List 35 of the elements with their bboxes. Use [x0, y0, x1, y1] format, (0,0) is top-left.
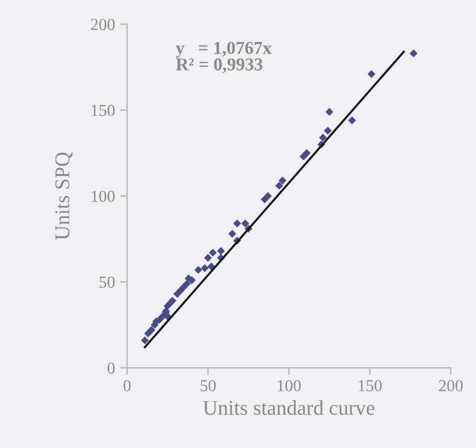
point [207, 262, 216, 270]
point [241, 220, 250, 228]
point [173, 290, 182, 298]
point [233, 220, 242, 228]
point [278, 176, 286, 184]
annotation: y = 1,0767x R² = 0,9933 [176, 42, 272, 74]
point [140, 336, 149, 344]
point [324, 126, 332, 135]
x-tick-label: 200 [439, 380, 463, 392]
y-tick-label: 200 [91, 18, 115, 30]
point [260, 196, 269, 204]
point [144, 330, 152, 338]
point [325, 108, 334, 116]
point [300, 152, 308, 160]
point [176, 286, 184, 294]
point [410, 49, 418, 58]
x-tick-label: 100 [278, 380, 301, 392]
y-axis-title: Units SPQ [55, 152, 73, 240]
point [208, 248, 217, 257]
x-tick-label: 50 [200, 380, 216, 392]
point [368, 70, 376, 78]
x-tick-label: 150 [358, 380, 382, 392]
point [348, 116, 356, 124]
point [318, 134, 327, 142]
y-tick-label: 150 [92, 104, 115, 116]
y-tick-label: 50 [100, 276, 115, 288]
y-tick-label: 100 [92, 190, 115, 202]
point [194, 266, 202, 274]
x-axis-title: Units standard curve [203, 400, 374, 415]
y-tick-label: 0 [108, 362, 115, 374]
point [275, 182, 284, 190]
x-tick-label: 0 [124, 380, 131, 392]
point [200, 264, 209, 272]
point [204, 254, 212, 262]
point [228, 230, 236, 238]
